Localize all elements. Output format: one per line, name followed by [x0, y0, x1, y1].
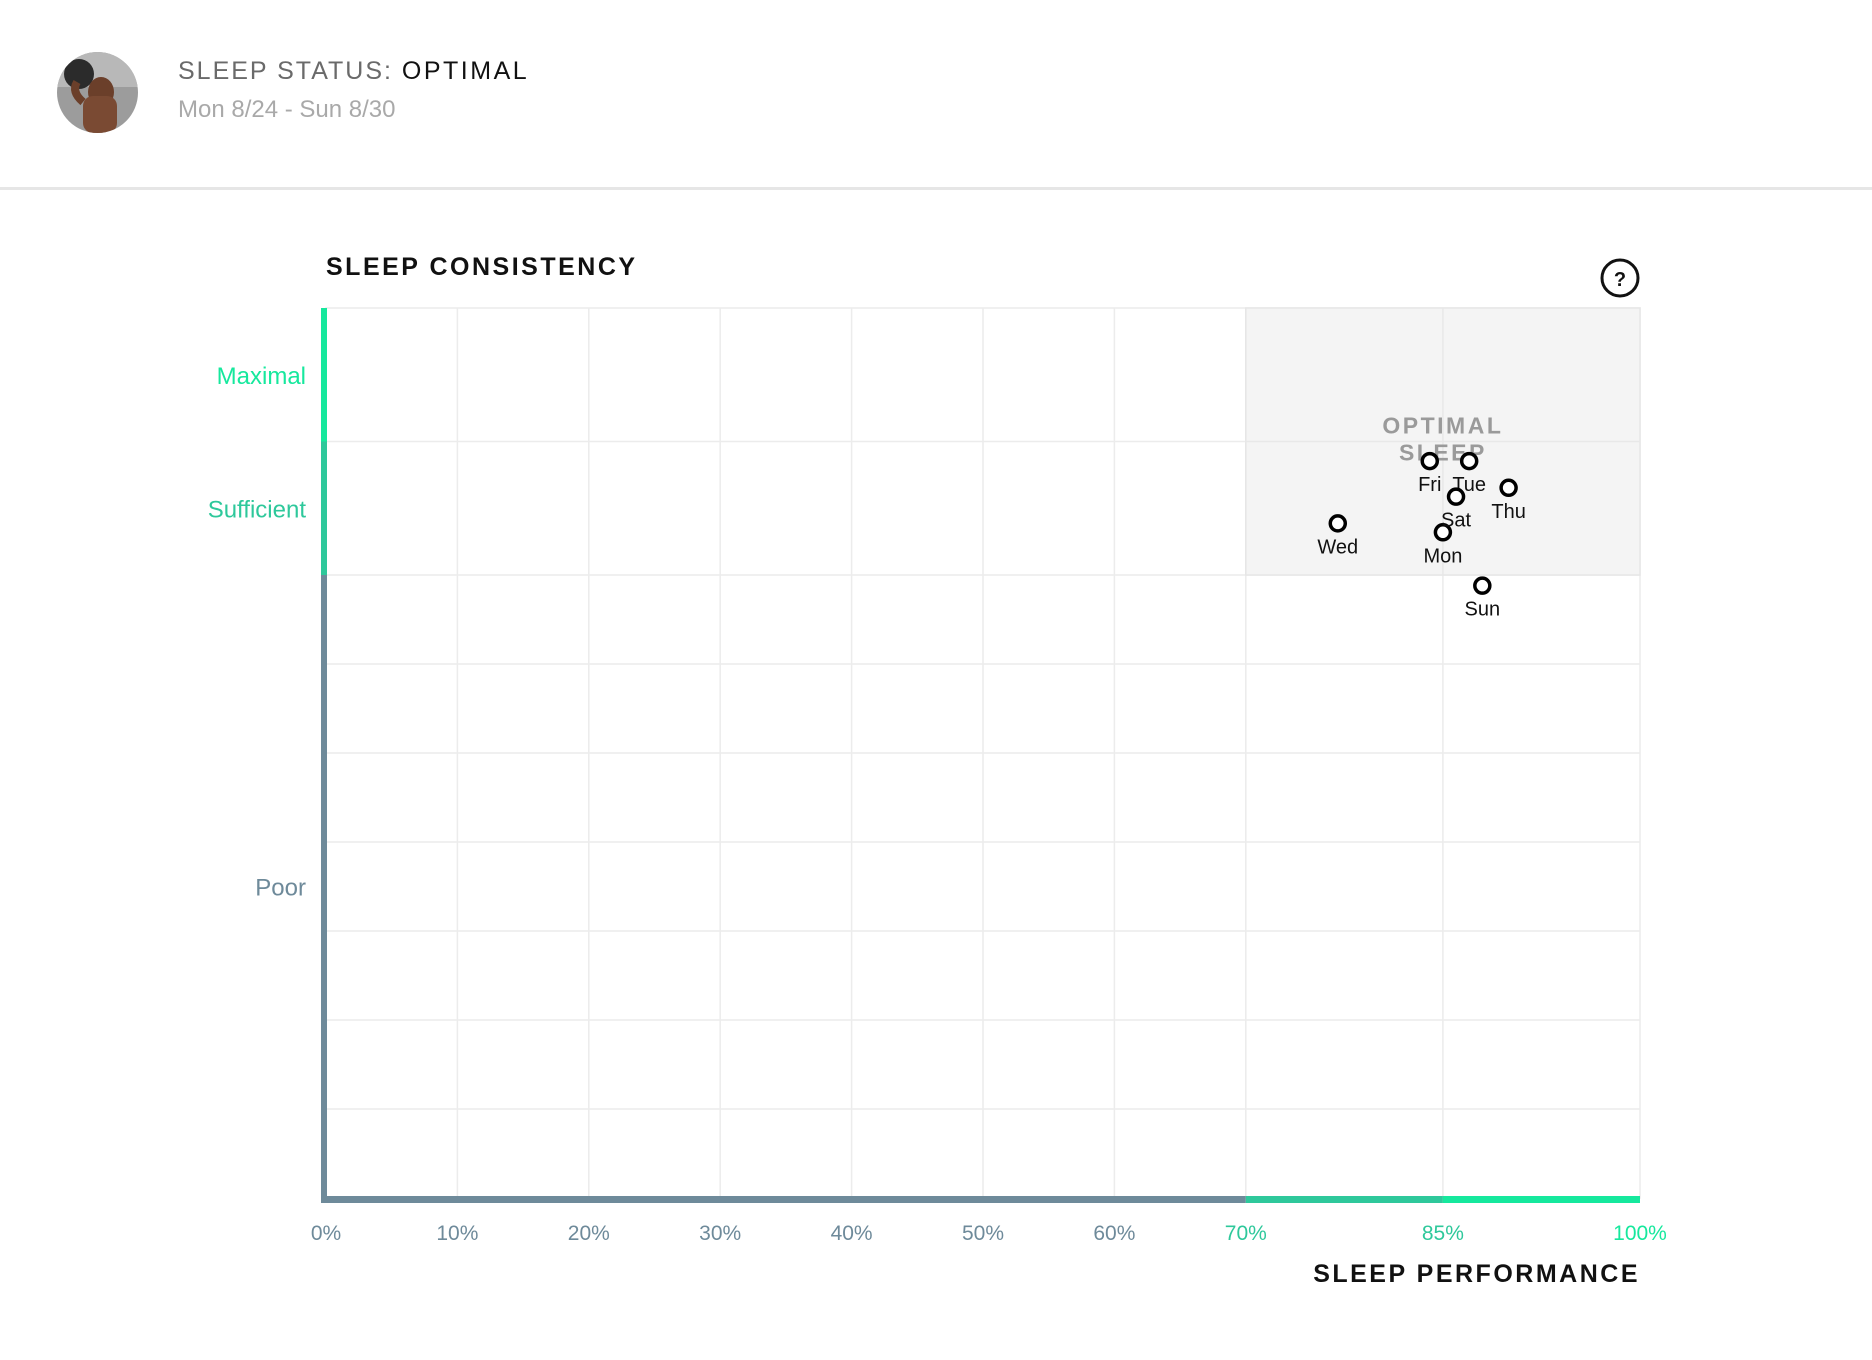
x-tick-label: 85%: [1422, 1222, 1464, 1245]
data-point-fri: Fri: [1418, 451, 1441, 496]
y-zone-labels: Maximal Sufficient Poor: [208, 363, 307, 902]
x-axis-segment-1: [321, 1196, 1246, 1203]
point-label-thu: Thu: [1491, 501, 1525, 523]
sleep-status: SLEEP STATUS: OPTIMAL: [178, 57, 529, 86]
x-tick-label: 30%: [699, 1222, 741, 1245]
x-tick-label: 70%: [1225, 1222, 1267, 1245]
date-range: Mon 8/24 - Sun 8/30: [178, 96, 396, 123]
axes: [321, 308, 1640, 1203]
y-axis-segment-maximal: [321, 308, 327, 442]
x-tick-label: 50%: [962, 1222, 1004, 1245]
chart-title: SLEEP CONSISTENCY: [326, 253, 638, 281]
sleep-status-label: SLEEP STATUS:: [178, 57, 393, 85]
y-axis-segment-poor: [321, 575, 327, 1198]
data-point-wed: Wed: [1317, 514, 1358, 558]
y-zone-label-sufficient: Sufficient: [208, 496, 307, 523]
point-label-mon: Mon: [1423, 545, 1462, 567]
x-axis-title: SLEEP PERFORMANCE: [1313, 1260, 1640, 1288]
chart-panel: SLEEP CONSISTENCY ? OPTIMAL SLEEP Maximal…: [0, 190, 1872, 1360]
x-tick-label: 0%: [311, 1222, 341, 1245]
data-point-sun: Sun: [1465, 576, 1501, 621]
x-tick-label: 100%: [1613, 1222, 1667, 1245]
x-axis-segment-3: [1442, 1196, 1640, 1203]
data-point-thu: Thu: [1491, 478, 1526, 523]
y-axis-segment-sufficient: [321, 441, 327, 575]
point-marker-wed: [1328, 514, 1348, 533]
point-marker-tue: [1459, 451, 1479, 471]
sleep-status-value: OPTIMAL: [401, 57, 530, 85]
point-marker-sat: [1446, 487, 1466, 506]
avatar-image: [57, 52, 138, 133]
x-axis-segment-2: [1245, 1196, 1443, 1203]
header: SLEEP STATUS: OPTIMAL Mon 8/24 - Sun 8/3…: [0, 0, 1872, 190]
help-button[interactable]: ?: [1600, 258, 1640, 298]
x-tick-labels: 0% 10% 20% 30% 40% 50% 60% 70% 85% 100%: [311, 1222, 1667, 1245]
point-marker-sun: [1473, 576, 1492, 595]
x-tick-label: 20%: [568, 1222, 610, 1245]
point-marker-thu: [1499, 478, 1518, 498]
x-tick-label: 60%: [1093, 1222, 1135, 1245]
help-icon[interactable]: [1600, 258, 1640, 298]
y-zone-label-poor: Poor: [255, 875, 306, 902]
data-point-mon: Mon: [1423, 523, 1462, 567]
point-label-sun: Sun: [1465, 599, 1501, 621]
x-tick-label: 10%: [436, 1222, 478, 1245]
point-label-wed: Wed: [1317, 536, 1358, 558]
point-marker-fri: [1420, 451, 1440, 471]
optimal-region-label-1: OPTIMAL: [1382, 413, 1503, 439]
avatar[interactable]: [57, 52, 138, 133]
y-zone-label-maximal: Maximal: [217, 363, 306, 390]
data-point-sat: Sat: [1441, 487, 1471, 532]
point-label-fri: Fri: [1418, 474, 1441, 496]
point-marker-mon: [1433, 523, 1453, 542]
point-label-sat: Sat: [1441, 510, 1471, 532]
help-icon-glyph: ?: [1614, 269, 1626, 291]
x-tick-label: 40%: [831, 1222, 873, 1245]
